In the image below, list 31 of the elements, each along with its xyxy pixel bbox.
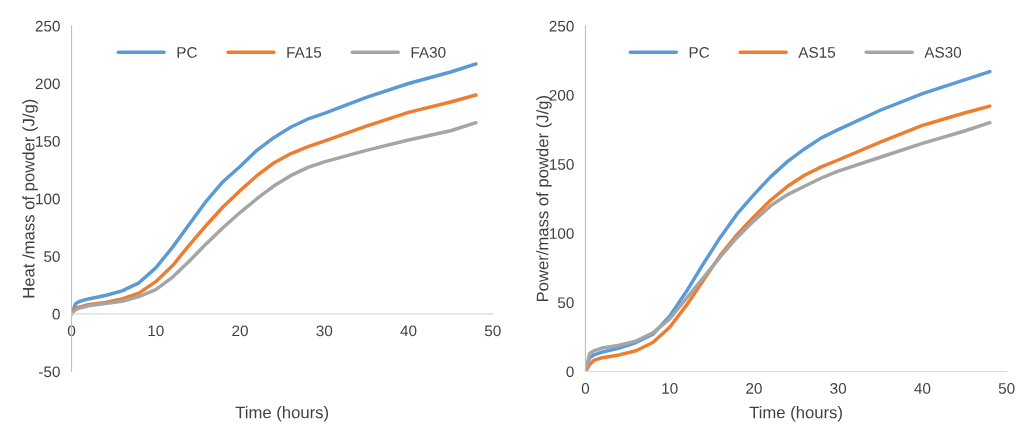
- y-tick-label: 250: [35, 20, 60, 32]
- y-tick-label: 50: [557, 297, 574, 309]
- legend-label: PC: [689, 46, 710, 58]
- y-tick-label: 150: [36, 135, 60, 147]
- x-tick-label: 20: [232, 325, 248, 337]
- legend-label: AS15: [798, 46, 836, 58]
- legend-label: FA15: [287, 47, 322, 58]
- y-tick-label: 0: [566, 366, 574, 378]
- x-tick-label: 50: [484, 325, 501, 337]
- legend-label: PC: [177, 46, 197, 58]
- y-tick-label: 150: [550, 159, 574, 170]
- x-tick-label: 10: [662, 383, 678, 394]
- y-tick-label: -50: [39, 366, 60, 378]
- x-tick-label: 0: [581, 383, 590, 394]
- x-tick-label: 10: [148, 325, 164, 337]
- y-tick-label: 50: [44, 251, 60, 263]
- x-tick-label: 30: [830, 383, 847, 394]
- x-tick-label: 50: [998, 383, 1015, 394]
- y-tick-label: 250: [549, 20, 574, 32]
- y-tick-label: 0: [52, 308, 60, 320]
- x-tick-label: 40: [914, 383, 931, 394]
- x-tick-label: 40: [400, 325, 417, 337]
- x-tick-label: 30: [316, 325, 333, 337]
- y-tick-label: 100: [36, 193, 60, 205]
- legend-label: AS30: [924, 46, 962, 58]
- x-axis-title: Time (hours): [235, 406, 329, 422]
- x-axis-title: Time (hours): [749, 406, 842, 422]
- x-tick-label: 20: [746, 383, 762, 394]
- y-tick-label: 100: [550, 228, 574, 239]
- y-tick-label: 200: [35, 78, 60, 90]
- legend-label: FA30: [411, 46, 446, 58]
